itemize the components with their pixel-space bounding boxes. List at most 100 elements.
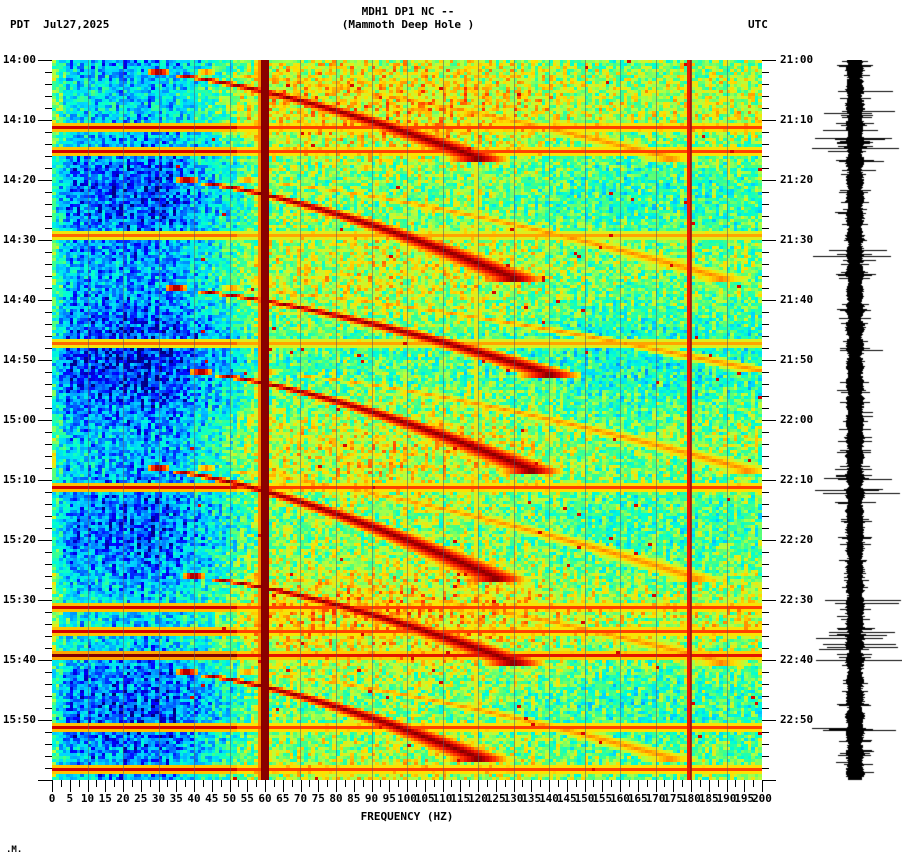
axis-tick <box>762 312 769 313</box>
axis-tick <box>762 72 769 73</box>
freq-axis-label: 175 <box>663 792 684 805</box>
freq-axis-tick <box>167 780 168 787</box>
freq-axis-tick <box>558 780 559 787</box>
time-label-pdt: 15:50 <box>2 713 36 726</box>
freq-axis-tick <box>336 780 337 792</box>
freq-axis-tick <box>522 780 523 787</box>
time-label-pdt: 15:40 <box>2 653 36 666</box>
freq-axis-tick <box>70 780 71 792</box>
freq-axis-tick <box>611 780 612 787</box>
axis-tick <box>762 528 769 529</box>
axis-tick <box>38 300 52 301</box>
time-label-utc: 21:50 <box>780 353 814 366</box>
freq-axis-label: 150 <box>574 792 595 805</box>
axis-tick <box>762 612 769 613</box>
axis-tick <box>762 216 769 217</box>
freq-axis-label: 100 <box>397 792 417 805</box>
freq-axis-tick <box>256 780 257 787</box>
freq-axis-tick <box>718 780 719 787</box>
axis-tick <box>45 648 52 649</box>
plot-title: MDH1 DP1 NC -- (Mammoth Deep Hole ) <box>0 5 859 31</box>
axis-tick <box>762 180 776 181</box>
freq-axis-tick <box>664 780 665 787</box>
axis-tick <box>45 168 52 169</box>
freq-axis-label: 185 <box>698 792 719 805</box>
axis-tick <box>45 696 52 697</box>
freq-axis-tick <box>647 780 648 787</box>
spectrogram-plot[interactable] <box>52 60 762 780</box>
freq-axis-label: 25 <box>134 792 148 805</box>
freq-axis-tick <box>744 780 745 792</box>
freq-axis-tick <box>762 780 763 792</box>
time-label-utc: 22:40 <box>780 653 814 666</box>
freq-axis-label: 95 <box>382 792 396 805</box>
freq-axis-tick <box>372 780 373 792</box>
axis-tick <box>45 336 52 337</box>
axis-tick <box>762 744 769 745</box>
spectrogram-canvas <box>52 60 762 780</box>
freq-axis-tick <box>318 780 319 792</box>
axis-tick <box>762 252 769 253</box>
axis-tick <box>45 156 52 157</box>
freq-axis-label: 80 <box>329 792 343 805</box>
axis-tick <box>45 348 52 349</box>
axis-tick <box>45 624 52 625</box>
axis-tick <box>45 588 52 589</box>
freq-axis-tick <box>150 780 151 787</box>
axis-tick <box>762 648 769 649</box>
freq-axis-tick <box>656 780 657 792</box>
freq-axis-tick <box>185 780 186 787</box>
freq-axis-label: 135 <box>521 792 542 805</box>
axis-tick <box>762 144 769 145</box>
freq-axis-tick <box>141 780 142 792</box>
axis-tick <box>762 480 776 481</box>
freq-axis-label: 55 <box>240 792 254 805</box>
freq-axis-label: 145 <box>556 792 577 805</box>
time-label-pdt: 14:50 <box>2 353 36 366</box>
freq-axis-label: 70 <box>293 792 308 805</box>
freq-axis-tick <box>327 780 328 787</box>
axis-tick <box>38 360 52 361</box>
axis-tick <box>45 264 52 265</box>
axis-tick <box>762 276 769 277</box>
helicorder-waveform-panel <box>800 60 902 782</box>
axis-tick <box>762 360 776 361</box>
time-label-utc: 22:00 <box>780 413 814 426</box>
freq-axis-tick <box>96 780 97 787</box>
freq-axis-tick <box>203 780 204 787</box>
time-label-utc: 22:50 <box>780 713 814 726</box>
axis-tick <box>762 408 769 409</box>
freq-axis-label: 165 <box>627 792 648 805</box>
freq-axis-tick <box>389 780 390 792</box>
freq-axis-label: 60 <box>258 792 272 805</box>
axis-tick <box>45 324 52 325</box>
waveform-canvas <box>800 60 902 782</box>
freq-axis-tick <box>727 780 728 792</box>
freq-axis-tick <box>585 780 586 792</box>
axis-tick <box>45 732 52 733</box>
freq-axis-tick <box>629 780 630 787</box>
axis-tick <box>762 780 776 781</box>
axis-tick <box>45 372 52 373</box>
freq-axis-tick <box>460 780 461 792</box>
axis-tick <box>45 72 52 73</box>
axis-tick <box>45 144 52 145</box>
freq-axis-tick <box>505 780 506 787</box>
freq-axis-tick <box>496 780 497 792</box>
time-label-pdt: 14:40 <box>2 293 36 306</box>
corner-mark: .M. <box>6 845 23 855</box>
axis-tick <box>762 96 769 97</box>
freq-axis-label: 65 <box>276 792 290 805</box>
time-label-utc: 21:20 <box>780 173 814 186</box>
freq-axis-tick <box>416 780 417 787</box>
axis-tick <box>45 432 52 433</box>
axis-tick <box>45 444 52 445</box>
axis-tick <box>45 516 52 517</box>
axis-tick <box>45 768 52 769</box>
axis-tick <box>38 720 52 721</box>
axis-tick <box>45 204 52 205</box>
axis-tick <box>762 636 769 637</box>
axis-tick <box>762 348 769 349</box>
freq-axis-label: 160 <box>610 792 630 805</box>
axis-tick <box>38 540 52 541</box>
